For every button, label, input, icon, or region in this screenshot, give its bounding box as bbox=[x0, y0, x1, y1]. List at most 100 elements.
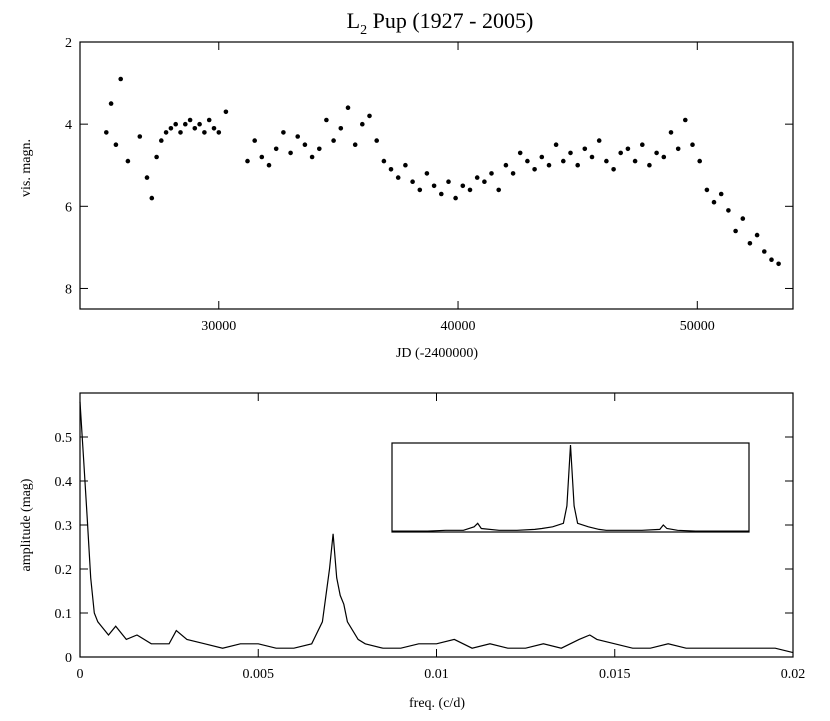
y-tick-label: 2 bbox=[65, 36, 72, 51]
data-point bbox=[640, 142, 645, 147]
lightcurve-y-axis-label: vis. magn. bbox=[19, 139, 34, 197]
x-tick-label: 0.01 bbox=[424, 667, 449, 682]
data-point bbox=[589, 154, 595, 160]
chart-title-rest: Pup (1927 - 2005) bbox=[367, 8, 533, 33]
data-point bbox=[331, 138, 336, 143]
data-point bbox=[360, 121, 365, 127]
lightcurve-plot: 30000 40000 50000 2 4 6 8 JD (-2400000) vis. … bbox=[19, 36, 794, 361]
data-point bbox=[252, 138, 257, 143]
x-tick-label: 0.02 bbox=[781, 667, 806, 682]
y-tick-label: 6 bbox=[65, 200, 72, 215]
data-point bbox=[395, 175, 401, 180]
data-point bbox=[769, 257, 774, 263]
spectrum-line bbox=[79, 401, 794, 654]
data-point bbox=[183, 121, 188, 127]
data-point bbox=[460, 183, 466, 189]
data-point bbox=[345, 105, 351, 110]
data-point bbox=[568, 150, 573, 156]
data-point bbox=[582, 146, 588, 152]
data-point bbox=[561, 158, 566, 164]
data-point bbox=[302, 142, 308, 147]
data-point bbox=[762, 249, 767, 254]
data-point bbox=[661, 154, 667, 160]
data-point bbox=[453, 195, 458, 201]
chart-title: L2 Pup (1927 - 2005) bbox=[347, 8, 534, 38]
chart-title-main: L bbox=[347, 8, 360, 33]
data-point bbox=[489, 171, 494, 176]
spectral-window-inset bbox=[391, 442, 750, 533]
x-tick-label: 50000 bbox=[680, 319, 715, 334]
data-point bbox=[273, 146, 279, 152]
data-point bbox=[525, 158, 530, 164]
data-point bbox=[108, 101, 114, 106]
data-point bbox=[618, 150, 623, 156]
data-point bbox=[202, 130, 207, 135]
x-tick-label: 0.005 bbox=[243, 667, 275, 682]
lightcurve-x-axis-label: JD (-2400000) bbox=[396, 346, 478, 361]
x-tick-label: 0.015 bbox=[599, 667, 631, 682]
data-point bbox=[417, 187, 423, 193]
data-point bbox=[747, 241, 753, 246]
data-point bbox=[718, 191, 724, 197]
lightcurve-x-ticks: 30000 40000 50000 bbox=[201, 42, 715, 334]
y-tick-label: 8 bbox=[65, 282, 72, 297]
lightcurve-y-ticks: 2 4 6 8 bbox=[65, 36, 793, 297]
data-point bbox=[352, 142, 358, 147]
data-point bbox=[125, 158, 131, 164]
data-point bbox=[553, 142, 559, 147]
data-point bbox=[211, 126, 217, 131]
data-point bbox=[467, 187, 473, 193]
data-point bbox=[532, 167, 537, 172]
data-point bbox=[154, 154, 159, 160]
data-point bbox=[168, 126, 174, 131]
data-point bbox=[690, 142, 695, 147]
data-point bbox=[632, 158, 638, 164]
data-point bbox=[216, 130, 222, 135]
lightcurve-frame bbox=[79, 41, 794, 310]
data-point bbox=[281, 130, 286, 135]
data-point bbox=[113, 142, 119, 147]
data-point bbox=[439, 191, 444, 197]
data-point bbox=[338, 126, 344, 131]
data-point bbox=[546, 162, 552, 168]
data-point bbox=[539, 154, 545, 160]
data-point bbox=[474, 175, 480, 180]
x-tick-label: 0 bbox=[77, 667, 84, 682]
y-tick-label: 0.5 bbox=[55, 431, 73, 446]
data-point bbox=[446, 179, 451, 184]
data-point bbox=[381, 158, 387, 164]
data-point bbox=[496, 187, 502, 193]
data-point bbox=[704, 187, 710, 193]
data-point bbox=[431, 183, 437, 189]
y-tick-label: 0.1 bbox=[55, 607, 73, 622]
spectrum-y-ticks: 0 0.1 0.2 0.3 0.4 0.5 bbox=[55, 431, 793, 666]
data-point bbox=[144, 175, 150, 180]
data-point bbox=[104, 130, 109, 135]
data-point bbox=[197, 121, 202, 127]
data-point bbox=[388, 167, 394, 172]
data-point bbox=[118, 76, 123, 82]
data-point bbox=[317, 146, 322, 152]
data-point bbox=[403, 162, 408, 168]
y-tick-label: 0.3 bbox=[55, 519, 73, 534]
data-point bbox=[517, 150, 523, 156]
y-tick-label: 0 bbox=[65, 651, 72, 666]
data-point bbox=[575, 162, 580, 168]
data-point bbox=[510, 171, 516, 176]
data-point bbox=[754, 232, 760, 238]
data-point bbox=[733, 228, 738, 234]
x-tick-label: 40000 bbox=[441, 319, 476, 334]
data-point bbox=[683, 117, 688, 123]
data-point bbox=[410, 179, 415, 184]
data-point bbox=[647, 162, 652, 168]
data-point bbox=[625, 146, 631, 152]
data-point bbox=[776, 261, 781, 267]
data-point bbox=[137, 134, 143, 139]
data-point bbox=[604, 158, 609, 164]
data-point bbox=[611, 167, 616, 172]
data-point bbox=[295, 134, 301, 139]
spectrum-x-ticks: 0 0.005 0.01 0.015 0.02 bbox=[77, 393, 806, 682]
y-tick-label: 0.2 bbox=[55, 563, 73, 578]
spectrum-y-axis-label: amplitude (mag) bbox=[19, 478, 34, 571]
data-point bbox=[288, 150, 293, 156]
